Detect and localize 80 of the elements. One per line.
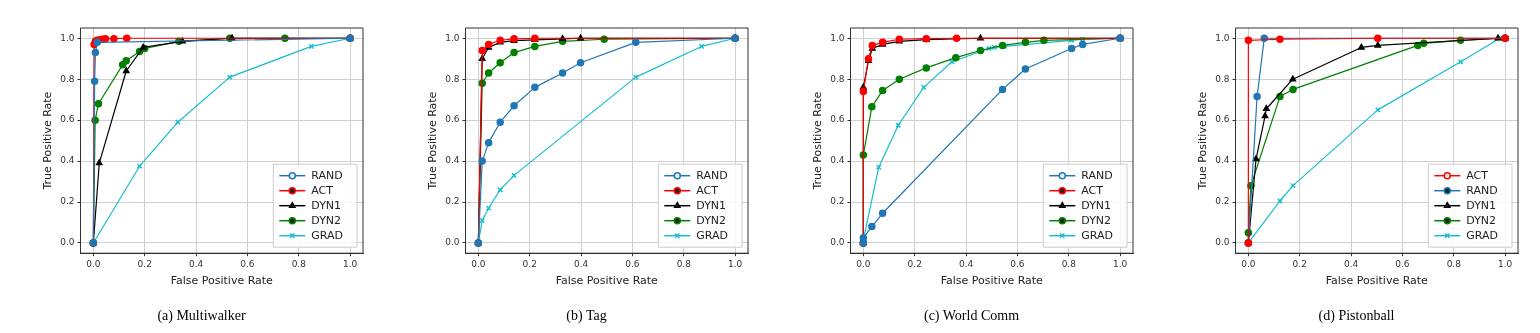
- text: (b) Tag: [566, 308, 607, 325]
- x-tick-label: 0.6: [240, 258, 255, 269]
- legend-label: RAND: [696, 168, 728, 182]
- x-tick-label: 0.2: [907, 258, 922, 269]
- y-tick-label: 1.0: [830, 32, 845, 43]
- y-tick-label: 0.2: [445, 196, 460, 207]
- x-tick-label: 0.0: [1241, 258, 1256, 269]
- legend-label: ACT: [696, 183, 719, 197]
- legend-label: DYN2: [696, 213, 727, 227]
- legend-label: ACT: [311, 183, 334, 197]
- x-tick-label: 0.4: [958, 258, 974, 269]
- y-tick-label: 0.0: [60, 237, 75, 248]
- legend-label: GRAD: [696, 228, 728, 242]
- x-tick-label: 0.2: [137, 258, 152, 269]
- x-tick-label: 0.0: [86, 258, 101, 269]
- x-tick-label: 0.2: [1292, 258, 1307, 269]
- x-tick-label: 0.6: [1010, 258, 1025, 269]
- y-axis-title: True Positive Rate: [1196, 91, 1210, 191]
- y-tick-label: 0.8: [60, 73, 75, 84]
- y-axis-title: True Positive Rate: [811, 91, 825, 191]
- x-tick-label: 0.4: [188, 258, 204, 269]
- y-tick-label: 0.0: [445, 237, 460, 248]
- y-tick-label: 0.2: [830, 196, 845, 207]
- legend-label: DYN1: [311, 198, 342, 212]
- x-tick-label: 0.6: [625, 258, 640, 269]
- y-tick-label: 0.0: [1215, 237, 1230, 248]
- x-tick-label: 1.0: [728, 258, 743, 269]
- x-axis-title: False Positive Rate: [940, 274, 1044, 288]
- y-tick-label: 0.4: [445, 155, 460, 166]
- y-tick-label: 1.0: [1215, 32, 1230, 43]
- y-axis-title: True Positive Rate: [426, 91, 440, 191]
- y-tick-label: 0.6: [1215, 114, 1230, 125]
- x-tick-label: 1.0: [1498, 258, 1513, 269]
- x-tick-label: 1.0: [1113, 258, 1128, 269]
- y-tick-label: 0.4: [60, 155, 75, 166]
- x-tick-label: 0.0: [856, 258, 871, 269]
- legend-label: DYN1: [696, 198, 727, 212]
- x-tick-label: 0.4: [573, 258, 589, 269]
- x-tick-label: 0.0: [471, 258, 486, 269]
- text: (d) Pistonball: [1318, 308, 1395, 325]
- legend-label: GRAD: [311, 228, 343, 242]
- x-tick-label: 0.8: [1446, 258, 1462, 269]
- x-tick-label: 0.8: [1061, 258, 1077, 269]
- legend-label: ACT: [1081, 183, 1104, 197]
- y-tick-label: 0.6: [830, 114, 845, 125]
- y-axis-title: True Positive Rate: [41, 91, 55, 191]
- y-tick-label: 0.6: [445, 114, 460, 125]
- text: (a) Multiwalker: [157, 308, 246, 325]
- legend-label: GRAD: [1466, 228, 1498, 242]
- y-tick-label: 0.2: [60, 196, 75, 207]
- x-axis-title: False Positive Rate: [555, 274, 659, 288]
- legend-label: ACT: [1466, 168, 1489, 182]
- x-tick-label: 0.2: [522, 258, 537, 269]
- legend-label: DYN2: [1466, 213, 1497, 227]
- x-tick-label: 0.8: [676, 258, 692, 269]
- y-tick-label: 0.0: [830, 237, 845, 248]
- legend-label: GRAD: [1081, 228, 1113, 242]
- legend-label: RAND: [1081, 168, 1113, 182]
- legend-label: RAND: [311, 168, 343, 182]
- legend-label: DYN2: [311, 213, 342, 227]
- legend-label: DYN2: [1081, 213, 1112, 227]
- y-tick-label: 0.6: [60, 114, 75, 125]
- legend-label: DYN1: [1081, 198, 1112, 212]
- x-tick-label: 0.8: [291, 258, 307, 269]
- y-tick-label: 1.0: [60, 32, 75, 43]
- legend-label: DYN1: [1466, 198, 1497, 212]
- y-tick-label: 0.8: [445, 73, 460, 84]
- y-tick-label: 1.0: [445, 32, 460, 43]
- y-tick-label: 0.4: [1215, 155, 1230, 166]
- y-tick-label: 0.2: [1215, 196, 1230, 207]
- x-tick-label: 0.6: [1395, 258, 1410, 269]
- x-tick-label: 0.4: [1343, 258, 1359, 269]
- legend-label: RAND: [1466, 183, 1498, 197]
- x-axis-title: False Positive Rate: [1325, 274, 1429, 288]
- x-tick-label: 1.0: [343, 258, 358, 269]
- y-tick-label: 0.4: [830, 155, 845, 166]
- text: (c) World Comm: [923, 308, 1020, 325]
- y-tick-label: 0.8: [830, 73, 845, 84]
- x-axis-title: False Positive Rate: [170, 274, 274, 288]
- y-tick-label: 0.8: [1215, 73, 1230, 84]
